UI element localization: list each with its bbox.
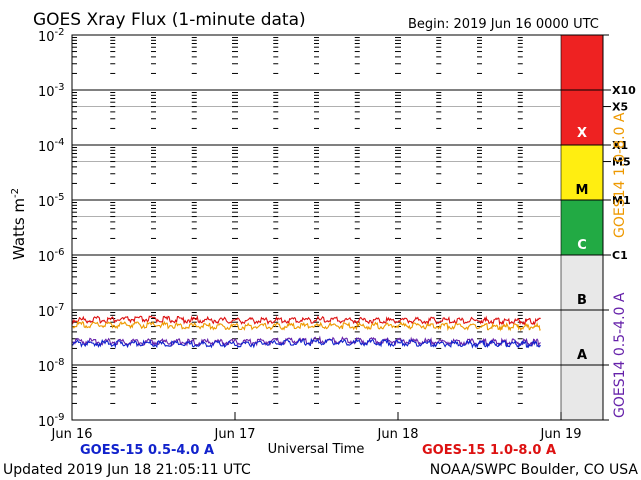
flare-level-label: M1 [612, 194, 631, 207]
flare-class-label-b: B [577, 293, 587, 308]
y-tick-exponent: -7 [55, 302, 65, 313]
y-tick-exponent: -3 [55, 82, 65, 93]
flare-level-label: X5 [612, 101, 628, 114]
flare-level-labels: X10 X5 X1 M5 M1 C1 [603, 84, 636, 262]
updated-timestamp: Updated 2019 Jun 18 21:05:11 UTC [3, 462, 251, 478]
y-tick-base: 10 [38, 250, 55, 265]
y-tick-exponent: -2 [55, 27, 65, 38]
flare-level-label: C1 [612, 249, 628, 262]
y-axis-label-superscript: -2 [10, 188, 21, 198]
y-tick-label: 10-9 [38, 412, 65, 430]
flare-class-label-a: A [577, 348, 587, 363]
y-tick-base: 10 [38, 140, 55, 155]
flare-class-label-x: X [577, 126, 587, 141]
right-axis-label-goes14-short: GOES14 0.5-4.0 A [612, 292, 628, 418]
y-tick-label: 10-2 [38, 27, 65, 45]
flare-class-bands: X M C B A [560, 34, 604, 421]
right-axis-label-goes14-long: GOES14 1.0-8.0 A [612, 112, 628, 238]
y-tick-exponent: -5 [55, 192, 65, 203]
series-line-1 [71, 320, 541, 332]
y-axis-label: Watts m-2 [10, 188, 28, 260]
flare-class-band-b [560, 254, 604, 311]
chart-title: GOES Xray Flux (1-minute data) [33, 10, 306, 30]
y-tick-base: 10 [38, 305, 55, 320]
y-tick-label: 10-4 [38, 137, 65, 155]
x-axis-label: Universal Time [268, 442, 365, 457]
x-tick-label: Jun 19 [540, 427, 582, 442]
y-tick-label: 10-5 [38, 192, 65, 210]
x-tick-label: Jun 18 [377, 427, 419, 442]
y-tick-base: 10 [38, 195, 55, 210]
flare-level-label: X1 [612, 139, 628, 152]
series-line-3 [71, 337, 542, 349]
y-tick-exponent: -4 [55, 137, 65, 148]
plot-grid [72, 34, 609, 421]
flare-level-label: M5 [612, 156, 631, 169]
flare-class-band-m [560, 144, 604, 201]
series-line-0 [71, 314, 541, 326]
y-tick-exponent: -8 [55, 357, 65, 368]
series-layer [71, 314, 542, 349]
legend-goes15-short: GOES-15 0.5-4.0 A [80, 443, 214, 458]
y-tick-label: 10-3 [38, 82, 65, 100]
y-tick-base: 10 [38, 30, 55, 45]
y-tick-base: 10 [38, 360, 55, 375]
x-axis-ticks: Jun 16 Jun 17 Jun 18 Jun 19 [51, 412, 582, 442]
y-axis-ticks: 10-210-310-410-510-610-710-810-9 [38, 27, 65, 430]
legend-goes15-long: GOES-15 1.0-8.0 A [422, 443, 556, 458]
source-credit: NOAA/SWPC Boulder, CO USA [430, 462, 639, 478]
y-tick-label: 10-7 [38, 302, 65, 320]
y-tick-base: 10 [38, 85, 55, 100]
x-tick-label: Jun 17 [214, 427, 256, 442]
flare-class-label-m: M [576, 183, 589, 198]
y-tick-exponent: -9 [55, 412, 65, 423]
y-tick-label: 10-8 [38, 357, 65, 375]
begin-label: Begin: 2019 Jun 16 0000 UTC [408, 17, 599, 32]
flare-class-label-c: C [577, 238, 587, 253]
x-tick-label: Jun 16 [51, 427, 93, 442]
y-tick-label: 10-6 [38, 247, 65, 265]
y-axis-label-text: Watts m [10, 198, 28, 260]
y-tick-base: 10 [38, 415, 55, 430]
y-tick-exponent: -6 [55, 247, 65, 258]
flare-level-label: X10 [612, 84, 636, 97]
plot-frame [71, 34, 604, 421]
